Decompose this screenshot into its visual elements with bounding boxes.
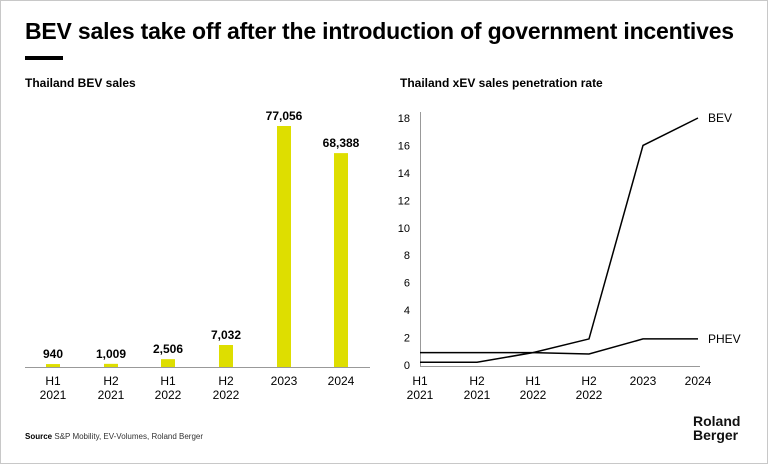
bar-value-label: 940	[43, 347, 63, 361]
x-tick-label: 2021	[407, 388, 434, 402]
bar-value-label: 68,388	[323, 136, 360, 150]
y-tick-label: 18	[398, 113, 410, 125]
y-tick-label: 4	[404, 305, 410, 317]
bar	[219, 345, 233, 367]
x-tick-label: H1	[160, 374, 176, 388]
bar-value-label: 2,506	[153, 342, 183, 356]
source-note: Source S&P Mobility, EV-Volumes, Roland …	[25, 432, 203, 441]
x-tick-label: H2	[218, 374, 234, 388]
title-rule	[25, 56, 63, 60]
logo-line-2: Berger	[693, 427, 739, 443]
x-tick-label: 2022	[213, 388, 240, 402]
x-tick-label: 2022	[155, 388, 182, 402]
y-tick-label: 12	[398, 195, 410, 207]
bar-value-label: 7,032	[211, 328, 241, 342]
bar-chart-title: Thailand BEV sales	[25, 76, 136, 90]
y-tick-label: 16	[398, 140, 410, 152]
y-tick-label: 8	[404, 250, 410, 262]
bar	[161, 359, 175, 367]
bar	[104, 363, 118, 367]
source-label: Source	[25, 432, 53, 441]
x-tick-label: 2021	[98, 388, 125, 402]
logo-line-1: Roland	[693, 413, 741, 429]
x-tick-label: H1	[525, 374, 541, 388]
y-tick-label: 6	[404, 278, 410, 290]
bar	[277, 126, 291, 367]
source-text: S&P Mobility, EV-Volumes, Roland Berger	[54, 432, 204, 441]
series-label: PHEV	[708, 332, 741, 346]
x-tick-label: H2	[103, 374, 119, 388]
x-tick-label: 2022	[576, 388, 603, 402]
x-tick-label: H1	[45, 374, 61, 388]
series-label: BEV	[708, 111, 732, 125]
x-tick-label: 2024	[685, 374, 712, 388]
y-tick-label: 14	[398, 168, 410, 180]
y-tick-label: 0	[404, 360, 410, 372]
x-tick-label: H1	[412, 374, 428, 388]
bar	[334, 153, 348, 367]
x-tick-label: 2021	[464, 388, 491, 402]
bar-value-label: 1,009	[96, 347, 126, 361]
roland-berger-logo: Roland Berger	[693, 414, 740, 442]
x-tick-label: H2	[581, 374, 597, 388]
y-tick-label: 10	[398, 223, 410, 235]
bar-value-label: 77,056	[266, 109, 303, 123]
series-line-phev	[420, 338, 698, 355]
x-tick-label: 2024	[328, 374, 355, 388]
line-chart-title: Thailand xEV sales penetration rate	[400, 76, 603, 90]
page-title: BEV sales take off after the introductio…	[25, 18, 734, 44]
x-tick-label: H2	[469, 374, 485, 388]
series-line-bev	[420, 117, 699, 364]
x-tick-label: 2023	[630, 374, 657, 388]
x-tick-label: 2022	[520, 388, 547, 402]
x-tick-label: 2023	[271, 374, 298, 388]
y-tick-label: 2	[404, 333, 410, 345]
bar	[46, 364, 60, 367]
x-tick-label: 2021	[40, 388, 67, 402]
